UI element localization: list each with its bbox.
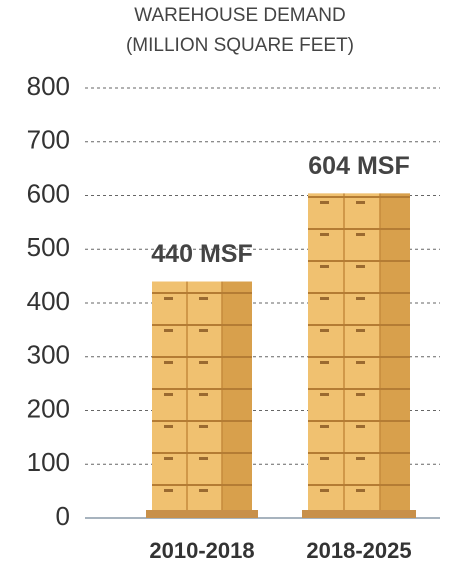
- x-tick-label: 2010-2018: [149, 538, 254, 563]
- y-tick-label: 100: [27, 447, 70, 477]
- y-tick-label: 400: [27, 286, 70, 316]
- pallet: [146, 510, 258, 518]
- y-tick-label: 500: [27, 232, 70, 262]
- chart-title: WAREHOUSE DEMAND: [134, 5, 345, 26]
- y-tick-label: 800: [27, 71, 70, 101]
- y-tick-label: 700: [27, 125, 70, 155]
- x-tick-label: 2018-2025: [306, 538, 411, 563]
- y-tick-label: 600: [27, 178, 70, 208]
- value-label: 440 MSF: [151, 240, 252, 268]
- value-label: 604 MSF: [308, 152, 409, 180]
- y-tick-label: 300: [27, 340, 70, 370]
- bar: [308, 193, 410, 518]
- y-tick-label: 200: [27, 393, 70, 423]
- chart-subtitle: (MILLION SQUARE FEET): [126, 35, 354, 56]
- y-tick-label: 0: [56, 501, 70, 531]
- pallet: [302, 510, 416, 518]
- bar: [152, 281, 252, 518]
